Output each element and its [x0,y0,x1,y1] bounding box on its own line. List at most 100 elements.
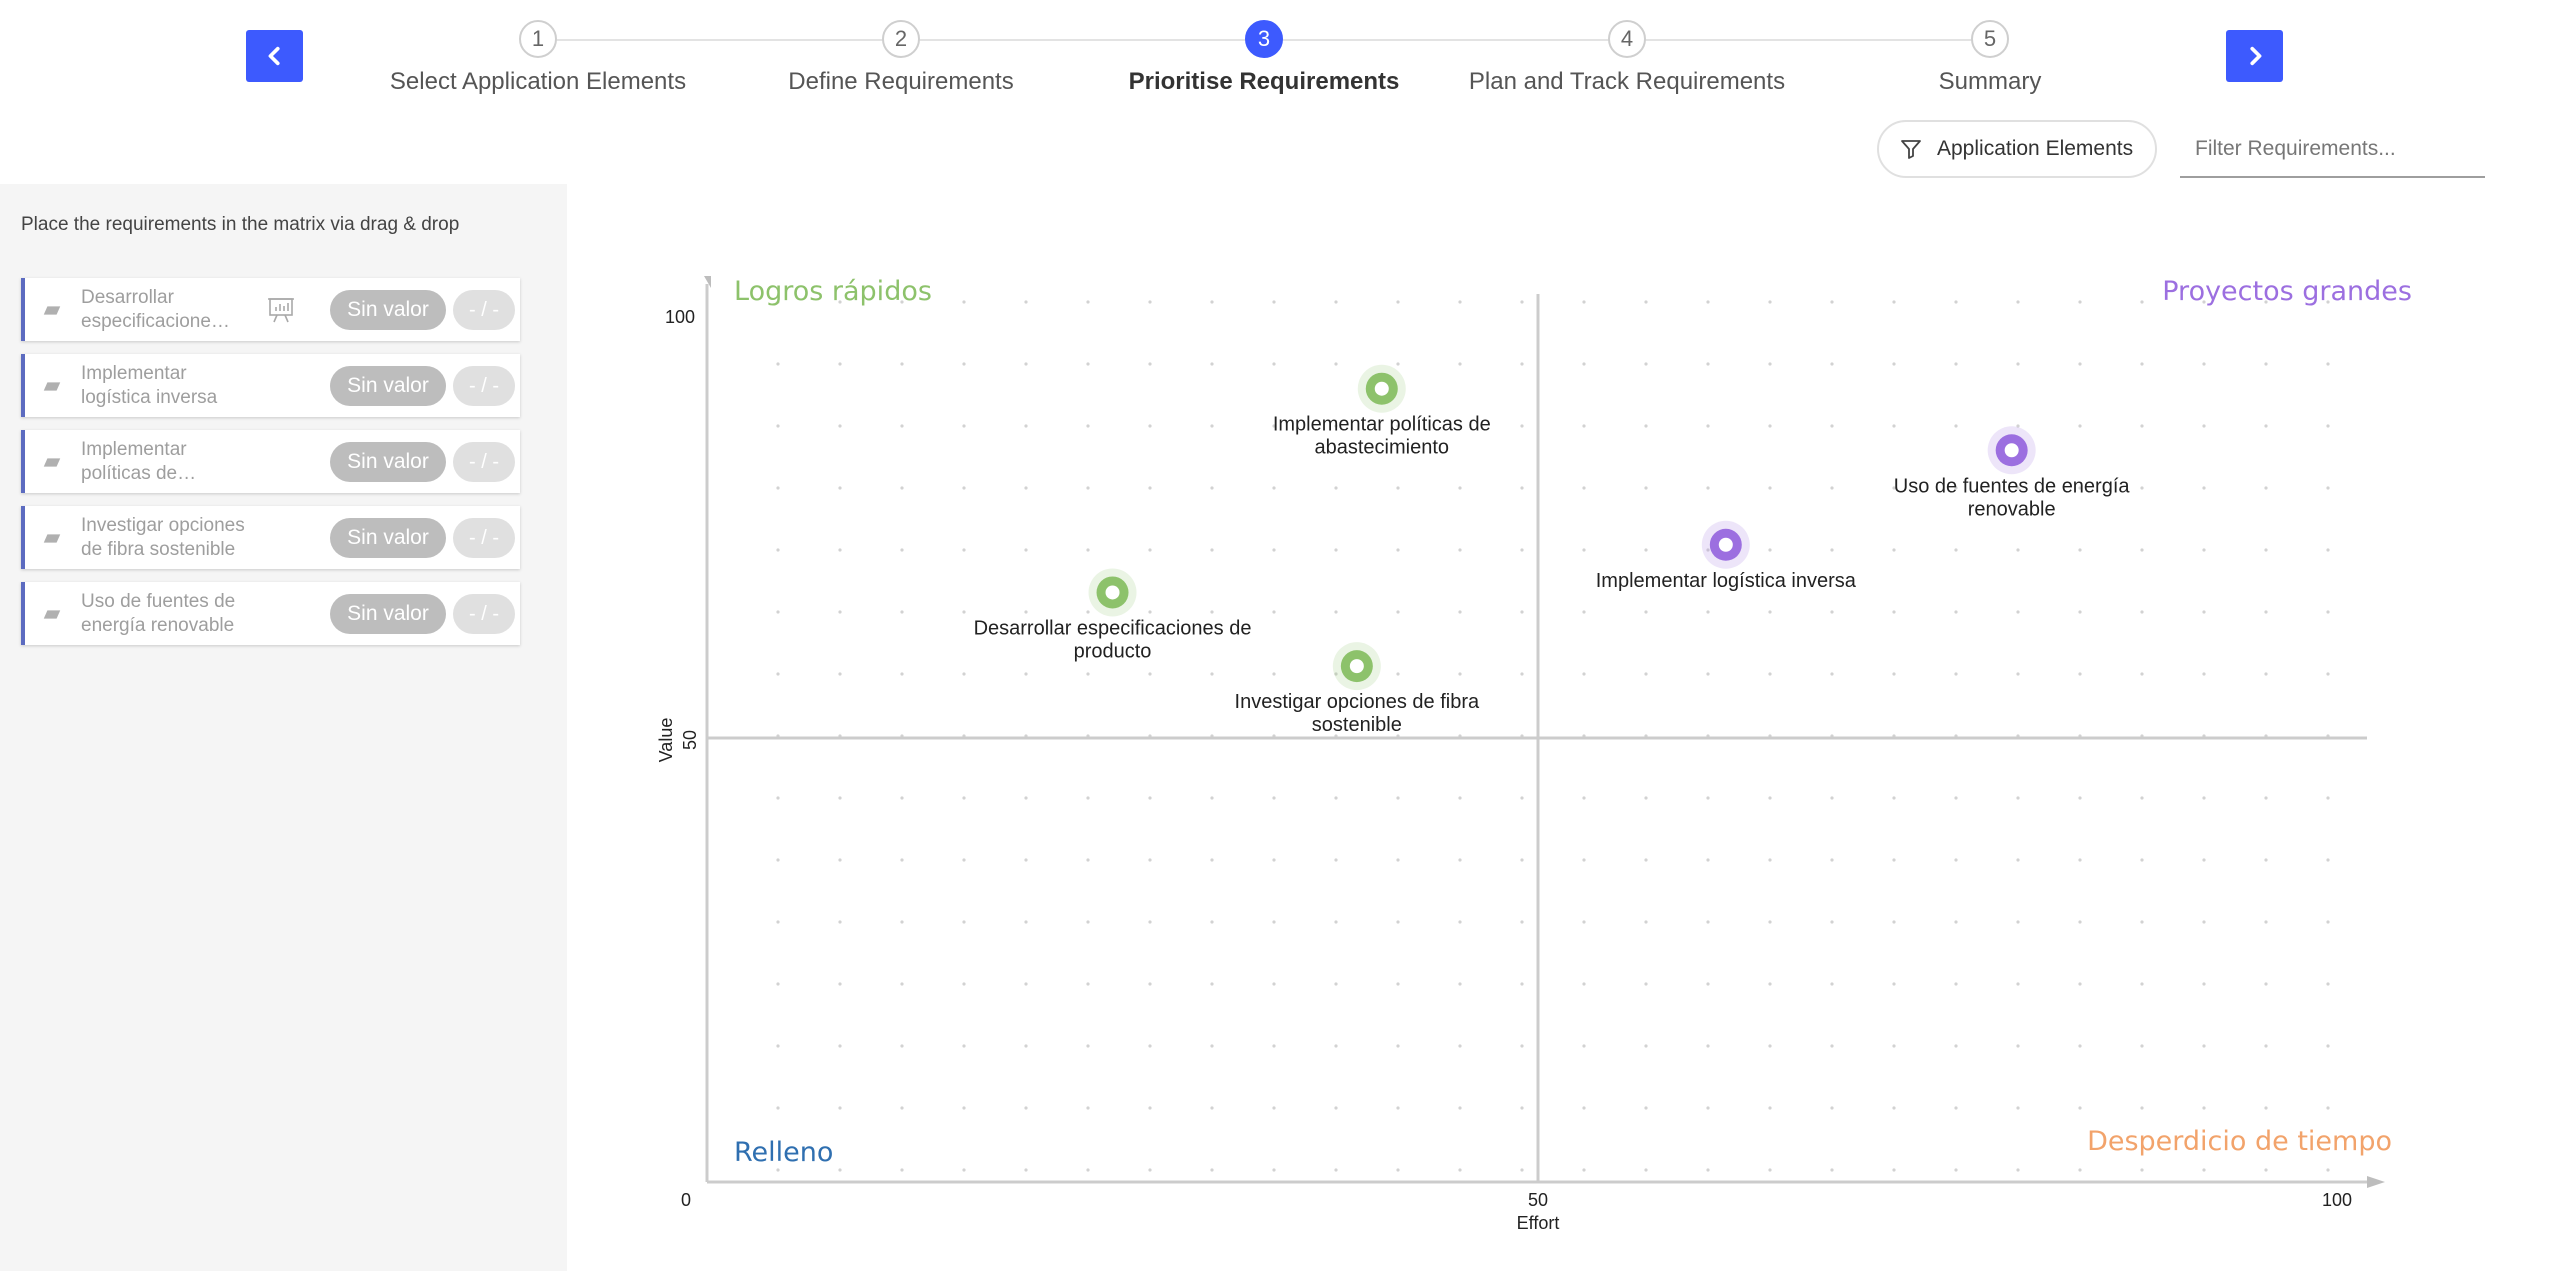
priority-matrix[interactable]: 100 50 0 50 100 Effort Value Logros rápi… [567,184,2560,1271]
funnel-icon [1901,140,1921,159]
grid-dot [1644,1106,1648,1110]
grid-dot [2140,1044,2144,1048]
requirement-point[interactable]: Uso de fuentes de energía renovable [1894,426,2131,520]
grid-dot [1582,486,1586,490]
grid-dot [1706,362,1710,366]
grid-dot [1768,1168,1772,1172]
presentation-chart-icon[interactable] [266,294,296,324]
step-define-requirements[interactable]: 2 Define Requirements [721,20,1081,96]
grid-dot [962,548,966,552]
requirement-point[interactable]: Desarrollar especificaciones de producto [974,568,1252,662]
requirement-card[interactable]: Implementar políticas de abastecimiento … [21,430,520,493]
drag-handle-icon[interactable] [41,299,63,321]
step-label: Select Application Elements [389,68,687,95]
requirement-point[interactable]: Implementar logística inversa [1596,520,1857,592]
grid-dot [2326,486,2330,490]
grid-dot [962,362,966,366]
step-summary[interactable]: 5 Summary [1810,20,2170,96]
grid-dot [1210,424,1214,428]
grid-dot [1396,1168,1400,1172]
effort-badge[interactable]: - / - [453,442,515,482]
value-badge[interactable]: Sin valor [330,366,446,406]
grid-dot [1024,486,1028,490]
effort-badge[interactable]: - / - [453,594,515,634]
grid-dot [900,1044,904,1048]
requirement-card[interactable]: Implementar logística inversa Sin valor … [21,354,520,417]
requirement-label: Implementar logística inversa [81,362,218,408]
drag-handle-icon[interactable] [41,451,63,473]
grid-dot [2202,796,2206,800]
grid-dot [1954,1168,1958,1172]
grid-dot [776,982,780,986]
application-elements-filter-button[interactable]: Application Elements [1877,120,2157,178]
grid-dot [1024,300,1028,304]
grid-dot [1272,610,1276,614]
grid-dot [1334,1044,1338,1048]
step-prioritise-requirements[interactable]: 3 Prioritise Requirements [1084,20,1444,96]
value-badge[interactable]: Sin valor [330,518,446,558]
requirement-card[interactable]: Investigar opciones de fibra sostenible … [21,506,520,569]
next-step-button[interactable] [2226,30,2283,82]
value-badge[interactable]: Sin valor [330,442,446,482]
effort-badge[interactable]: - / - [453,290,515,330]
grid-dot [1272,424,1276,428]
requirement-point[interactable]: Implementar políticas de abastecimiento [1273,364,1491,459]
step-select-application-elements[interactable]: 1 Select Application Elements [358,20,718,96]
grid-dot [1830,1106,1834,1110]
grid-dot [1520,982,1524,986]
requirement-card[interactable]: Desarrollar especificacione… Sin valor -… [21,278,520,341]
grid-dot [2016,1106,2020,1110]
step-plan-and-track-requirements[interactable]: 4 Plan and Track Requirements [1447,20,1807,96]
drag-handle-icon[interactable] [41,527,63,549]
grid-dot [1520,486,1524,490]
grid-dot [1892,796,1896,800]
priority-matrix-chart[interactable]: 100 50 0 50 100 Effort Value Logros rápi… [567,184,2560,1271]
grid-dot [1210,982,1214,986]
grid-dot [1830,424,1834,428]
grid-dot [1582,362,1586,366]
grid-dot [1458,920,1462,924]
grid-dot [900,424,904,428]
grid-dot [2016,672,2020,676]
grid-dot [2326,920,2330,924]
data-points[interactable]: Implementar políticas de abastecimiento Us… [974,364,2131,736]
grid-dot [962,796,966,800]
drag-handle-icon[interactable] [41,603,63,625]
grid-dot [1768,486,1772,490]
grid-dot [2326,610,2330,614]
grid-dot [1086,1168,1090,1172]
grid-dot [1458,672,1462,676]
grid-dot [1396,1106,1400,1110]
previous-step-button[interactable] [246,30,303,82]
value-badge[interactable]: Sin valor [330,594,446,634]
grid-dot [1396,486,1400,490]
filter-requirements-input[interactable] [2180,122,2485,178]
requirement-point[interactable]: Investigar opciones de fibra sostenible [1235,642,1480,736]
grid-dot [1024,796,1028,800]
grid-dot [900,858,904,862]
grid-dot [1644,982,1648,986]
requirement-label: Desarrollar especificacione… [81,286,230,332]
grid-dot [1024,858,1028,862]
grid-dot [1210,300,1214,304]
requirement-card[interactable]: Uso de fuentes de energía renovable Sin … [21,582,520,645]
grid-dot [1644,362,1648,366]
value-badge[interactable]: Sin valor [330,290,446,330]
grid-dot [1582,920,1586,924]
grid-dot [1148,920,1152,924]
effort-badge[interactable]: - / - [453,366,515,406]
grid-dot [1830,486,1834,490]
grid-dot [1520,672,1524,676]
grid-dot [2202,424,2206,428]
grid-dot [2264,796,2268,800]
grid-dot [2140,486,2144,490]
grid-dot [2326,672,2330,676]
grid-dot [900,548,904,552]
grid-dot [1892,300,1896,304]
effort-badge[interactable]: - / - [453,518,515,558]
drag-handle-icon[interactable] [41,375,63,397]
grid-dot [1210,362,1214,366]
grid-dot [2078,858,2082,862]
grid-dot [838,982,842,986]
grid-dot [838,1168,842,1172]
